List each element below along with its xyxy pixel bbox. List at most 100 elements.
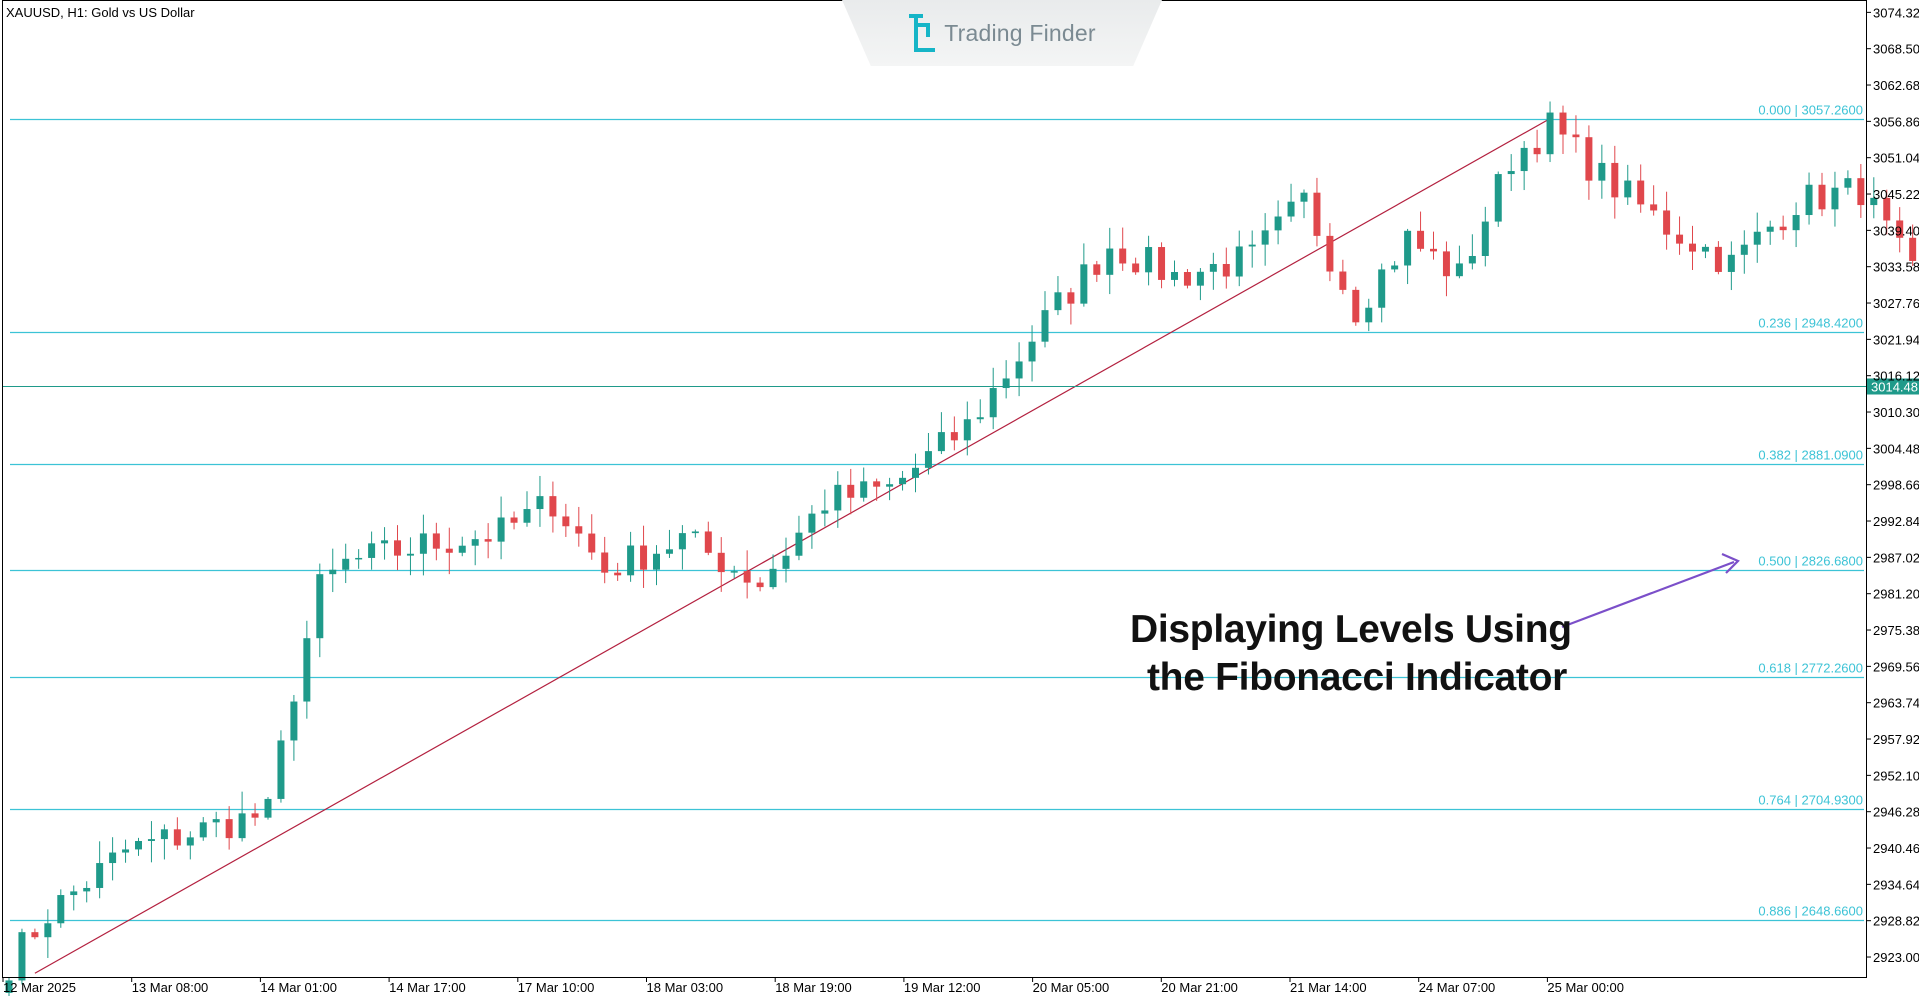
candle-body (1909, 237, 1917, 261)
candle-body (1714, 246, 1722, 272)
x-tick-label: 24 Mar 07:00 (1419, 980, 1496, 995)
y-tick-label: 3068.50 (1873, 42, 1919, 57)
candle-body (886, 484, 894, 487)
trendline (34, 118, 1551, 974)
y-tick-label: 2998.66 (1873, 478, 1919, 493)
candle-body (1171, 272, 1178, 280)
candle-body (1300, 192, 1308, 202)
candle-body (1183, 272, 1191, 286)
y-tick-label: 2923.00 (1873, 950, 1919, 965)
candle-body (1753, 231, 1761, 245)
candle-body (795, 532, 803, 556)
candle-body (445, 548, 453, 553)
candle-body (678, 533, 686, 550)
candle-body (562, 516, 570, 527)
candle-body (1766, 226, 1774, 232)
annotation-line-1: Displaying Levels Using (1130, 608, 1572, 651)
candle-body (782, 555, 790, 569)
candle-body (1106, 248, 1114, 275)
candle-body (1650, 204, 1658, 211)
candle-body (1326, 235, 1334, 272)
y-tick-label: 3056.86 (1873, 114, 1919, 129)
candle-body (769, 568, 777, 588)
candle-body (1028, 341, 1036, 362)
candle-body (18, 932, 26, 981)
x-tick-label: 25 Mar 00:00 (1547, 980, 1624, 995)
candle-body (484, 539, 492, 542)
annotation-line-2: the Fibonacci Indicator (1147, 656, 1567, 699)
candle-body (1468, 255, 1476, 264)
candle-body (847, 484, 855, 498)
annotation-arrow-head (1721, 552, 1740, 574)
candle-body (1002, 378, 1010, 389)
candle-body (44, 923, 52, 938)
logo-text: Trading Finder (944, 19, 1096, 46)
x-tick-label: 20 Mar 21:00 (1161, 980, 1238, 995)
x-tick-label: 12 Mar 2025 (3, 980, 76, 995)
candle-body (899, 477, 907, 485)
candle-body (290, 701, 298, 741)
candle-body (1442, 251, 1450, 277)
trendline-layer (34, 118, 1551, 974)
candle-body (1507, 171, 1515, 175)
candle-body (5, 980, 13, 993)
candle-body (1261, 230, 1269, 245)
candle-body (497, 517, 505, 542)
candle-body (704, 531, 712, 553)
candle-body (924, 451, 932, 468)
y-tick-label: 2957.92 (1873, 732, 1919, 747)
y-tick-label: 3051.04 (1873, 151, 1919, 166)
candle-body (1015, 361, 1023, 379)
candle-body (1689, 243, 1696, 252)
candle-body (1637, 180, 1645, 205)
candle-body (588, 533, 596, 553)
y-tick-label: 3027.76 (1873, 296, 1919, 311)
candle-body (1391, 265, 1399, 270)
x-tick-label: 13 Mar 08:00 (132, 980, 209, 995)
candle-body (1520, 147, 1528, 172)
candle-body (510, 517, 518, 523)
candle-body (1313, 192, 1321, 236)
candle-body (1857, 178, 1865, 206)
candle-body (1430, 248, 1437, 252)
chart-title: XAUUSD, H1: Gold vs US Dollar (6, 5, 195, 20)
candle-body (355, 557, 363, 560)
candle-body (381, 540, 389, 544)
y-tick-label: 3016.12 (1873, 369, 1919, 384)
candle-body (1559, 112, 1567, 135)
candle-body (549, 496, 557, 517)
candle-body (173, 829, 181, 846)
candle-body (834, 484, 842, 511)
candle-body (225, 819, 233, 839)
candle-body (368, 543, 376, 558)
fib-level-label: 0.500 | 2826.6800 (1758, 554, 1863, 569)
candle-body (963, 419, 971, 441)
candle-body (109, 852, 117, 864)
candle-body (808, 513, 816, 533)
candle-body (57, 895, 65, 924)
x-tick-label: 14 Mar 01:00 (260, 980, 337, 995)
candle-body (1067, 292, 1075, 304)
candle-body (186, 837, 194, 846)
candle-body (212, 819, 220, 823)
candle-body (458, 545, 466, 553)
candle-body (717, 552, 725, 573)
candle-body (1624, 180, 1632, 198)
candle-body (743, 571, 751, 583)
candle-body (1611, 162, 1619, 198)
candle-body (1041, 310, 1049, 342)
candle-body (1831, 187, 1839, 210)
candle-body (912, 467, 919, 478)
current-price-label: 3014.48 (1871, 380, 1918, 395)
candle-body (1585, 137, 1593, 181)
candle-body (937, 432, 945, 452)
candle-body (873, 481, 881, 487)
x-tick-label: 14 Mar 17:00 (389, 980, 466, 995)
candle-body (756, 582, 764, 588)
candle-body (1598, 162, 1606, 181)
candle-body (394, 540, 401, 556)
annotation-arrow-layer (1561, 552, 1740, 629)
candlestick-series (5, 101, 1917, 996)
candle-body (523, 509, 531, 523)
candle-body (1196, 271, 1204, 286)
